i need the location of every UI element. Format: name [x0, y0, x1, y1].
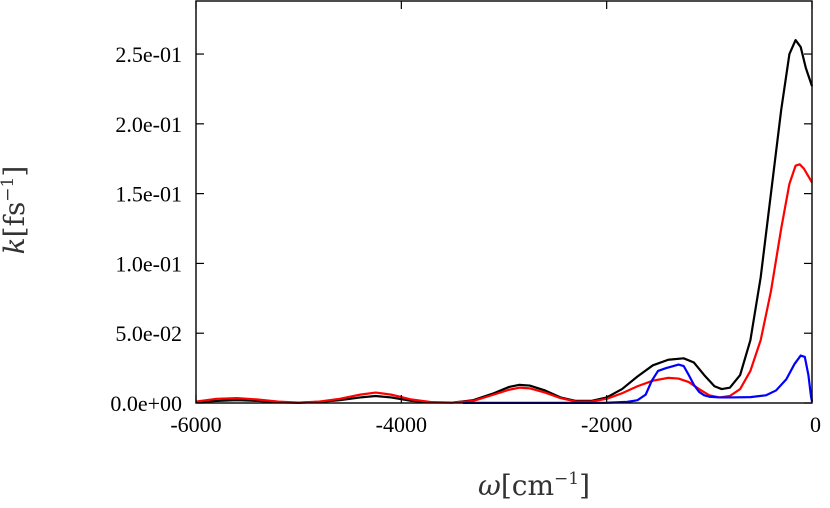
x-tick-label: -6000: [170, 412, 221, 437]
y-tick-label: 2.5e-01: [115, 42, 182, 67]
series-line-red: [195, 163, 813, 404]
x-axis-symbol: ω: [478, 469, 501, 502]
x-axis-label: ω[cm−1]: [478, 469, 590, 502]
tick-layer: -6000 -4000 -2000 0 0.0e+00 5.0e-02 1.0e-01 1.5…: [110, 1, 821, 437]
x-axis-unit: cm: [512, 469, 554, 502]
plot-frame: [195, 0, 813, 404]
x-axis-exponent: −1: [554, 469, 579, 489]
y-tick-label: 1.0e-01: [115, 251, 182, 276]
y-tick-label: 5.0e-02: [115, 321, 182, 346]
x-tick-label: -2000: [581, 412, 632, 437]
y-axis-unit: fs: [0, 202, 31, 227]
x-tick-label: 0: [810, 412, 821, 437]
y-tick-label: 2.0e-01: [115, 112, 182, 137]
series-layer: [195, 38, 814, 404]
y-tick-label: 1.5e-01: [115, 182, 182, 207]
series-line-blue: [462, 354, 814, 404]
series-line-black: [195, 38, 814, 404]
y-tick-label: 0.0e+00: [110, 391, 182, 416]
y-axis-label: k[fs−1]: [0, 166, 31, 255]
x-tick-label: -4000: [376, 412, 427, 437]
y-axis-symbol: k: [0, 237, 31, 254]
y-axis-exponent: −1: [0, 177, 18, 202]
